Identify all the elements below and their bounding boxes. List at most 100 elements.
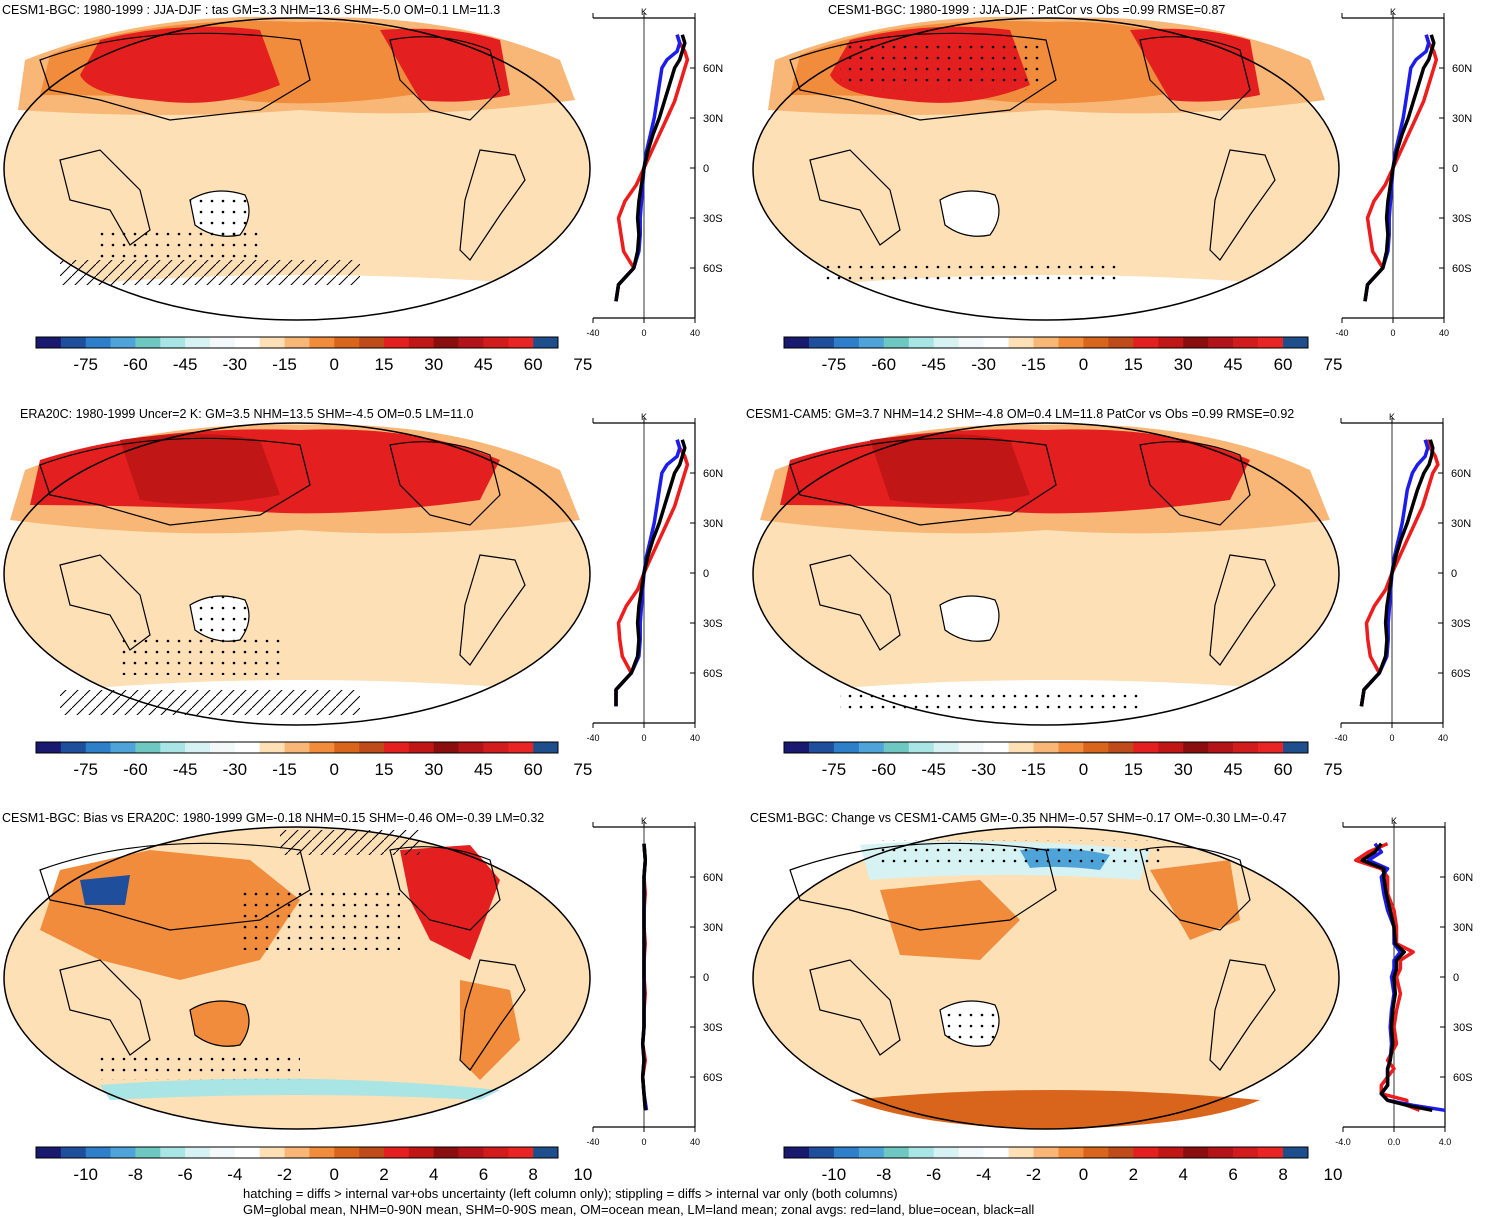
zonal-series-line-0 [614,439,690,707]
colorbar-tick-label: 30 [1174,760,1193,779]
zonal-x-tick-label: -40 [1334,733,1347,743]
colorbar-swatch [384,742,410,753]
colorbar-swatch [284,337,310,348]
field-land-sa [460,980,520,1080]
colorbar-swatch [160,1147,186,1158]
colorbar-swatch [1183,742,1209,753]
colorbar-cesm1-cam5: -75 -60 -45 -30 -15 0 15 30 45 60 75 [783,741,1342,779]
colorbar-tick-label: -45 [173,355,198,374]
colorbar-swatch [784,1147,810,1158]
zonal-y-tick-label: 60N [1453,872,1473,884]
colorbar-swatch [533,1147,559,1158]
field-antarctic [850,1090,1260,1129]
map-frame [752,826,1340,1130]
colorbar-swatch [983,1147,1009,1158]
zonal-y-tick-label: 30N [1452,113,1472,125]
zonal-x-tick-label: 0 [641,733,646,743]
stipple-australia [190,596,249,642]
coast-africa [809,554,901,651]
map-frame [3,422,591,726]
colorbar-tick-label: 30 [1174,355,1193,374]
colorbar-swatch [259,337,285,348]
colorbar-tick-label: 60 [524,355,543,374]
colorbar-tick-label: 2 [1129,1165,1138,1184]
field-hotter-asia [120,434,280,504]
coast-eurasia [39,32,311,121]
colorbar-swatch [883,337,910,348]
colorbar-swatch [359,742,385,753]
panel-title: CESM1-BGC: 1980-1999 : JJA-DJF : PatCor … [828,3,1225,17]
colorbar-swatch [110,1147,136,1158]
zonal-x-tick-label: 40 [690,733,700,743]
colorbar-tick-label: -15 [1021,355,1046,374]
stipple-south [820,265,1120,285]
colorbar-swatch [533,337,559,348]
zonal-series-line-0 [1354,842,1421,1112]
coast-south-america [459,959,526,1071]
panel-cesm1-bgc-tas: CESM1-BGC: 1980-1999 : JJA-DJF : tas GM=… [2,3,591,321]
colorbar-change-vs-cam5: -10 -8 -6 -4 -2 0 2 4 6 8 10 [783,1146,1342,1184]
map-frame [3,17,591,321]
colorbar-tick-label: 6 [1228,1165,1237,1184]
field-cool-south [100,1078,500,1100]
colorbar-swatch [384,1147,410,1158]
stipple-south [100,1050,300,1080]
map-bias-vs-era20c [3,826,591,1130]
stipple-south-ocean [100,230,260,260]
panel-bias-vs-era20c: CESM1-BGC: Bias vs ERA20C: 1980-1999 GM=… [2,811,591,1130]
panel-title: CESM1-BGC: Change vs CESM1-CAM5 GM=-0.35… [750,811,1287,825]
colorbar-swatch [110,337,136,348]
zonal-plot-cesm1-bgc-tas: K 60N 30N 0 30S 60S -40 0 40 [586,7,723,338]
zonal-y-tick-label: 30S [1451,618,1471,630]
colorbar-swatch [85,742,111,753]
field-land-na [1150,860,1240,940]
colorbar-tick-label: 45 [474,760,493,779]
colorbar-swatch [284,1147,310,1158]
colorbar-swatch [359,1147,385,1158]
stipple-south-ocean [120,635,280,675]
field-hot-na [1130,28,1260,102]
colorbar-swatch [1058,337,1084,348]
colorbar-tick-label: 30 [424,760,443,779]
zonal-x-tick-label: 0 [641,328,646,338]
colorbar-tick-label: 60 [1274,355,1293,374]
colorbar-swatch [185,742,211,753]
colorbar-tick-label: 0 [330,1165,339,1184]
colorbar-swatch [1133,1147,1159,1158]
footer-line-1: hatching = diffs > internal var+obs unce… [243,1186,898,1201]
field-hot-asia [80,26,280,103]
colorbar-swatch [234,337,261,348]
colorbar-swatch [384,337,410,348]
field-land-asia [880,880,1020,960]
zonal-unit-label: K [641,7,647,17]
zonal-unit-label: K [641,816,647,826]
stipple-australia [190,191,249,237]
colorbar-swatch [1083,742,1109,753]
colorbar-tick-label: 75 [573,355,592,374]
colorbar-tick-label: -45 [921,355,946,374]
field-hot-na [380,28,510,102]
colorbar-swatch [408,1147,435,1158]
zonal-y-tick-label: 60S [703,668,723,680]
colorbar-swatch [210,337,236,348]
zonal-y-tick-label: 60S [703,1072,723,1084]
colorbar-swatch [60,1147,87,1158]
stipple-north [880,840,1160,870]
zonal-series-line-2 [1359,439,1435,707]
colorbar-tick-label: 0 [330,760,339,779]
colorbar-swatch [1208,337,1234,348]
colorbar-swatch [60,742,87,753]
colorbar-swatch [883,1147,910,1158]
colorbar-swatch [808,742,835,753]
zonal-plot-cesm1-cam5: K 60N 30N 0 30S 60S -40 0 40 [1334,412,1471,743]
coast-australia [939,595,1000,642]
colorbar-swatch [36,337,62,348]
zonal-y-tick-label: 0 [703,163,709,175]
colorbar-swatch [1183,1147,1209,1158]
colorbar-tick-label: -4 [976,1165,991,1184]
colorbar-swatch [1083,337,1109,348]
colorbar-tick-label: 8 [528,1165,537,1184]
zonal-y-tick-label: 60N [703,872,723,884]
zonal-y-tick-label: 30S [703,618,723,630]
colorbar-swatch [1258,742,1284,753]
